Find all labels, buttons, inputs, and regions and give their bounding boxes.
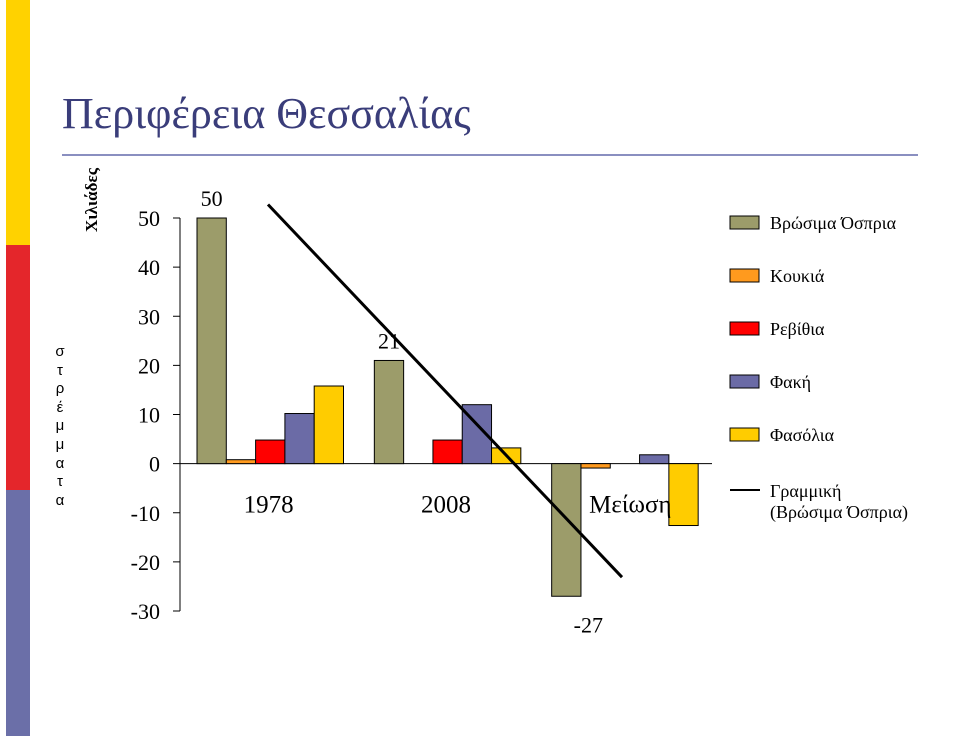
data-label: -27 <box>574 612 603 637</box>
y-tick-label: 10 <box>138 403 160 428</box>
y-tick-label: -10 <box>131 501 160 526</box>
accent-bar-yellow <box>6 0 30 245</box>
x-category-label: 1978 <box>244 492 294 519</box>
bar <box>639 454 670 465</box>
accent-bar-red <box>6 245 30 490</box>
side-letter: α <box>55 454 65 472</box>
y-tick-label: 40 <box>138 255 160 280</box>
side-vertical-word: σ τ ρ έ μ μ α τ α <box>50 343 70 510</box>
accent-bar-blue <box>6 490 30 736</box>
legend-swatch <box>729 374 760 389</box>
trendline <box>266 203 624 579</box>
y-tick-label: 50 <box>138 206 160 231</box>
bar <box>668 463 699 527</box>
x-category-label: 2008 <box>421 492 471 519</box>
legend-label: Φασόλια <box>770 425 835 445</box>
legend-swatch <box>729 321 760 336</box>
legend-swatch <box>729 427 760 442</box>
side-letter: τ <box>57 473 63 491</box>
side-letter: έ <box>56 398 64 416</box>
side-letter: μ <box>55 435 65 453</box>
bar <box>255 439 286 465</box>
title-divider <box>62 154 918 156</box>
y-tick-label: 20 <box>138 353 160 378</box>
side-letter: τ <box>57 361 63 379</box>
legend-label: Ρεβίθια <box>770 319 825 339</box>
legend-trendline-label: Γραμμική <box>770 481 841 501</box>
y-tick-label: -20 <box>131 550 160 575</box>
side-letter: ρ <box>55 380 65 398</box>
bar <box>313 385 345 465</box>
y-tick-label: 0 <box>149 452 160 477</box>
side-letter: α <box>55 491 65 509</box>
legend-swatch <box>729 268 760 283</box>
y-tick-label: -30 <box>131 599 160 624</box>
legend-trendline-label: (Βρώσιμα Όσπρια) <box>770 502 908 523</box>
bar <box>225 459 257 465</box>
legend-label: Φακή <box>770 372 811 392</box>
bar <box>580 463 611 469</box>
y-tick-label: 30 <box>138 304 160 329</box>
bar <box>432 439 463 465</box>
bar <box>196 217 227 465</box>
bar <box>373 359 405 465</box>
legend-swatch <box>729 215 760 230</box>
legend-label: Βρώσιμα Όσπρια <box>770 213 897 233</box>
data-label: 21 <box>378 328 400 353</box>
side-letter: σ <box>55 343 65 360</box>
data-label: 50 <box>201 186 223 211</box>
legend-label: Κουκιά <box>770 266 825 286</box>
side-letter: μ <box>55 417 65 435</box>
bar <box>284 413 315 465</box>
slide-title: Περιφέρεια Θεσσαλίας <box>62 89 471 138</box>
x-category-label: Μείωση <box>589 492 671 519</box>
